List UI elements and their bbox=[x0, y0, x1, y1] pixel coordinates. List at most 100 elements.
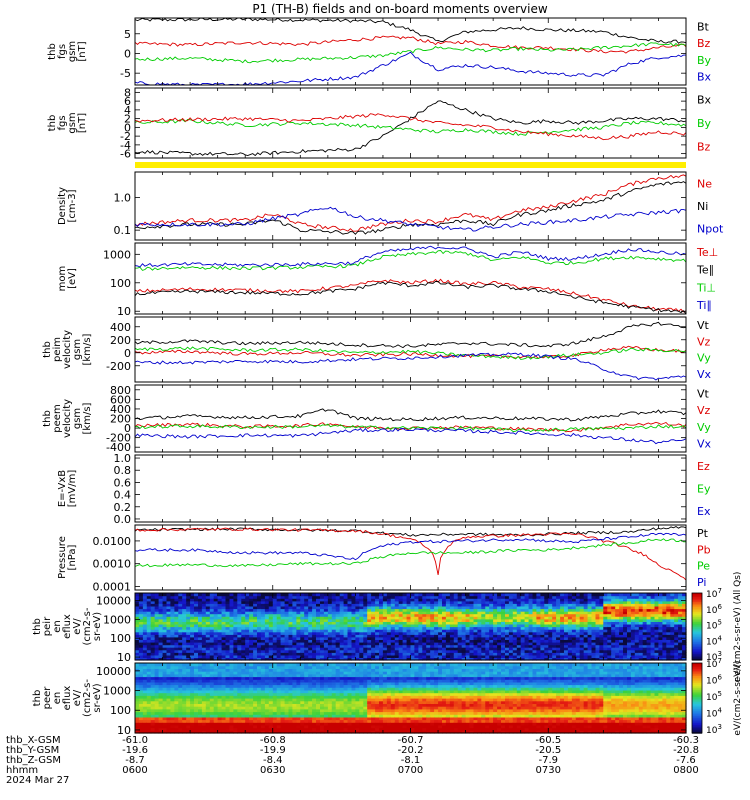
spectrogram-cell bbox=[379, 644, 384, 648]
spectrogram-cell bbox=[477, 608, 482, 612]
spectrogram-cell bbox=[493, 654, 498, 658]
spectrogram-cell bbox=[398, 642, 404, 646]
spectrogram-cell bbox=[331, 647, 337, 651]
colorbar-segment bbox=[692, 604, 702, 607]
spectrogram-cell bbox=[355, 644, 360, 648]
spectrogram-cell bbox=[615, 629, 620, 633]
spectrogram-cell bbox=[410, 647, 415, 651]
spectrogram-cell bbox=[402, 657, 408, 661]
spectrogram-cell bbox=[552, 647, 557, 651]
spectrogram-cell bbox=[528, 626, 534, 630]
spectrogram-cell bbox=[658, 636, 663, 640]
spectrogram-cell bbox=[591, 621, 596, 625]
spectrogram-cell bbox=[166, 642, 171, 646]
spectrogram-cell bbox=[615, 616, 620, 620]
spectrogram-cell bbox=[505, 654, 510, 658]
spectrogram-cell bbox=[623, 616, 628, 620]
spectrogram-cell bbox=[442, 608, 447, 612]
spectrogram-cell bbox=[304, 611, 309, 615]
spectrogram-cell bbox=[382, 647, 388, 651]
spectrogram-cell bbox=[567, 652, 573, 656]
spectrogram-cell bbox=[198, 727, 203, 731]
spectrogram-cell bbox=[233, 722, 238, 726]
spectrogram-cell bbox=[646, 613, 652, 617]
spectrogram-cell bbox=[469, 595, 474, 599]
spectrogram-cell bbox=[634, 626, 640, 630]
spectrogram-cell bbox=[430, 644, 435, 648]
spectrogram-cell bbox=[536, 644, 541, 648]
spectrogram-cell bbox=[363, 654, 368, 658]
spectrogram-cell bbox=[627, 657, 632, 661]
spectrogram-cell bbox=[312, 611, 317, 615]
spectrogram-cell bbox=[627, 639, 632, 643]
spectrogram-cell bbox=[229, 684, 234, 688]
spectrogram-cell bbox=[166, 649, 171, 653]
spectrogram-cell bbox=[654, 649, 659, 653]
spectrogram-cell bbox=[583, 593, 589, 597]
spectrogram-cell bbox=[292, 639, 297, 643]
spectrogram-cell bbox=[308, 642, 313, 646]
spectrogram-cell bbox=[430, 639, 435, 643]
spectrogram-cell bbox=[477, 647, 482, 651]
spectrogram-cell bbox=[327, 631, 333, 635]
spectrogram-cell bbox=[650, 595, 656, 599]
spectrogram-cell bbox=[249, 649, 254, 653]
spectrogram-cell bbox=[367, 593, 372, 597]
spectrogram-cell bbox=[351, 600, 356, 604]
spectrogram-cell bbox=[560, 634, 565, 638]
spectrogram-cell bbox=[253, 608, 258, 612]
spectrogram-cell bbox=[142, 623, 148, 628]
spectrogram-cell bbox=[154, 598, 160, 602]
spectrogram-cell bbox=[638, 603, 644, 607]
spectrogram-cell bbox=[430, 626, 435, 630]
spectrogram-cell bbox=[540, 636, 545, 640]
spectrogram-cell bbox=[678, 593, 683, 597]
spectrogram-cell bbox=[276, 634, 282, 638]
spectrogram-cell bbox=[579, 621, 585, 625]
spectrogram-cell bbox=[560, 605, 565, 610]
spectrogram-cell bbox=[154, 703, 160, 707]
spectrogram-cell bbox=[379, 608, 384, 612]
spectrogram-cell bbox=[257, 605, 262, 610]
spectrogram-cell bbox=[225, 623, 230, 628]
spectrogram-cell bbox=[225, 684, 230, 688]
spectrogram-cell bbox=[331, 598, 337, 602]
spectrogram-cell bbox=[449, 649, 455, 653]
spectrogram-cell bbox=[264, 618, 270, 622]
spectrogram-cell bbox=[213, 623, 219, 628]
spectrogram-cell bbox=[682, 618, 687, 622]
spectrogram-cell bbox=[611, 644, 616, 648]
spectrogram-cell bbox=[367, 649, 372, 653]
spectrogram-cell bbox=[445, 629, 451, 633]
spectrogram-cell bbox=[237, 724, 242, 729]
spectrogram-cell bbox=[209, 636, 215, 640]
spectrogram-cell bbox=[603, 623, 608, 628]
spectrogram-cell bbox=[583, 598, 589, 602]
spectrogram-cell bbox=[288, 623, 293, 628]
spectrogram-cell bbox=[422, 608, 427, 612]
spectrogram-cell bbox=[516, 603, 522, 607]
spectrogram-cell bbox=[497, 636, 502, 640]
spectrogram-cell bbox=[190, 652, 195, 656]
spectrogram-cell bbox=[138, 649, 144, 653]
spectrogram-cell bbox=[229, 681, 234, 686]
spectrogram-cell bbox=[194, 679, 199, 683]
spectrogram-cell bbox=[627, 608, 632, 612]
spectrogram-cell bbox=[516, 608, 522, 612]
spectrogram-cell bbox=[162, 708, 168, 713]
spectrogram-cell bbox=[390, 644, 396, 648]
spectrogram-cell bbox=[552, 603, 557, 607]
spectrogram-cell bbox=[229, 692, 234, 696]
spectrogram-cell bbox=[611, 639, 616, 643]
spectrogram-cell bbox=[150, 593, 156, 597]
spectrogram-cell bbox=[190, 727, 195, 731]
spectrogram-cell bbox=[512, 595, 518, 599]
spectrogram-cell bbox=[249, 600, 254, 604]
spectrogram-cell bbox=[406, 611, 412, 615]
spectrogram-cell bbox=[607, 608, 612, 612]
spectrogram-cell bbox=[528, 593, 534, 597]
spectrogram-cell bbox=[264, 613, 270, 617]
spectrogram-cell bbox=[158, 724, 164, 729]
spectrogram-cell bbox=[548, 603, 553, 607]
spectrogram-cell bbox=[599, 603, 604, 607]
